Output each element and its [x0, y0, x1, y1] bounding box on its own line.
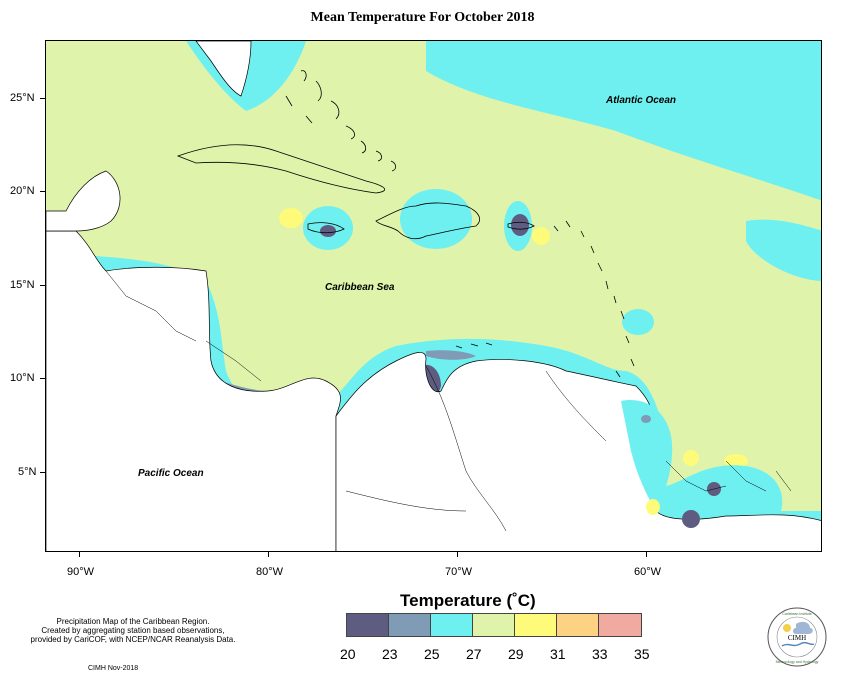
legend-swatch: [515, 614, 557, 636]
y-tick-label: 15°N: [10, 279, 35, 291]
land-abc-islands: [455, 342, 493, 349]
x-tick-mark: [79, 552, 80, 557]
cold-patch-venezuela: [426, 350, 476, 360]
legend-swatch: [389, 614, 431, 636]
coldest-spot-suriname: [682, 510, 700, 528]
land-lesser-antilles: [553, 220, 635, 378]
warm-spot-guyana: [683, 450, 699, 466]
footer-line: Created by aggregating station based obs…: [41, 626, 225, 635]
land-puerto-rico: [507, 221, 535, 230]
warm-spot-suriname: [724, 454, 748, 468]
warm-spot-jamaica-west: [279, 208, 303, 228]
land-south-america: [335, 352, 821, 551]
cimh-logo: CIMH Caribbean Institute Meteorology and…: [767, 607, 827, 667]
y-tick-mark: [40, 285, 45, 286]
legend-tick-label: 33: [592, 646, 608, 662]
legend-swatch: [347, 614, 389, 636]
hispaniola-cool-blob: [400, 189, 472, 249]
legend-tick-label: 29: [508, 646, 524, 662]
footer-line: provided by CariCOF, with NCEP/NCAR Rean…: [30, 635, 236, 644]
land-florida: [195, 41, 252, 97]
east-cool-blob: [746, 219, 821, 281]
x-tick-label: 60°W: [634, 566, 662, 578]
map-panel[interactable]: [45, 40, 822, 552]
coldest-spot-jamaica: [320, 225, 336, 237]
y-tick-mark: [40, 472, 45, 473]
x-tick-mark: [268, 552, 269, 557]
warm-spot-virgin-islands: [532, 227, 550, 245]
footer-date: CIMH Nov-2018: [88, 665, 139, 672]
legend-tick-label: 31: [550, 646, 566, 662]
land-cuba: [176, 144, 386, 194]
legend-colorbar: [346, 613, 642, 637]
land-bahamas: [285, 70, 397, 172]
y-tick-label: 25°N: [10, 92, 35, 104]
land-hispaniola: [375, 202, 480, 240]
legend-tick-label: 23: [382, 646, 398, 662]
x-tick-label: 70°W: [445, 566, 473, 578]
pacific-ocean-label: Pacific Ocean: [138, 468, 204, 479]
legend-tick-label: 20: [340, 646, 356, 662]
legend-swatch: [431, 614, 473, 636]
warm-spot-guyana-south: [646, 499, 660, 515]
land-yucatan: [46, 170, 121, 232]
y-tick-mark: [40, 98, 45, 99]
caribbean-sea-label: Caribbean Sea: [325, 282, 395, 293]
footer-line: Precipitation Map of the Caribbean Regio…: [56, 617, 210, 626]
legend-swatch: [599, 614, 641, 636]
country-borders: [105, 270, 792, 532]
x-tick-mark: [457, 552, 458, 557]
y-tick-label: 10°N: [10, 372, 35, 384]
y-tick-mark: [40, 191, 45, 192]
footer-note: Precipitation Map of the Caribbean Regio…: [18, 617, 248, 644]
land-jamaica: [307, 222, 345, 234]
coldest-spot-puertorico: [511, 214, 529, 236]
lesser-antilles-cool-blob: [622, 309, 654, 335]
legend-tick-label: 35: [634, 646, 650, 662]
x-tick-label: 90°W: [67, 566, 95, 578]
legend-title: Temperature (˚C): [400, 591, 536, 610]
logo-bottom-text: Meteorology and Hydrology: [776, 660, 819, 664]
y-tick-label: 20°N: [10, 185, 35, 197]
land-central-america: [46, 230, 341, 551]
atlantic-ocean-label: Atlantic Ocean: [606, 95, 677, 106]
legend-tick-label: 27: [466, 646, 482, 662]
map-title: Mean Temperature For October 2018: [310, 10, 535, 25]
y-tick-mark: [40, 378, 45, 379]
logo-center-text: CIMH: [788, 634, 806, 642]
x-tick-label: 80°W: [256, 566, 284, 578]
logo-top-text: Caribbean Institute: [782, 612, 811, 616]
guiana-cool-region: [621, 400, 783, 511]
legend-tick-label: 25: [424, 646, 440, 662]
atlantic-cool-band: [426, 41, 821, 201]
temperature-map: [46, 41, 821, 551]
x-tick-mark: [646, 552, 647, 557]
y-tick-label: 5°N: [18, 466, 37, 478]
cold-patch-guyana-north: [641, 415, 651, 423]
legend-swatch: [557, 614, 599, 636]
legend-swatch: [473, 614, 515, 636]
